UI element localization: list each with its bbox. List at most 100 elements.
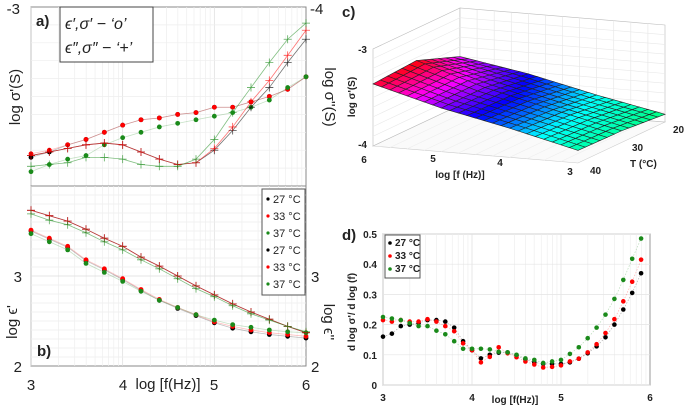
data-point-plus: [100, 153, 109, 162]
data-point: [285, 329, 291, 335]
data-point-plus: [118, 140, 127, 149]
data-point: [156, 115, 162, 121]
data-point: [211, 113, 217, 119]
data-point: [175, 305, 181, 310]
data-point-plus: [173, 162, 182, 171]
data-point: [540, 365, 546, 370]
data-point-plus: [228, 301, 237, 310]
legend-marker: [266, 214, 270, 218]
data-point: [434, 328, 439, 333]
data-point-plus: [247, 309, 255, 318]
data-point: [558, 363, 564, 368]
panel-b-xtick-6: 6: [302, 377, 310, 394]
data-point-plus: [247, 83, 255, 92]
data-point: [451, 325, 457, 330]
data-point-plus: [118, 245, 127, 254]
data-point: [532, 357, 537, 363]
panel-a-ylabel: log σ'(S): [7, 69, 24, 125]
data-point: [416, 323, 421, 329]
legend-marker: [388, 267, 392, 271]
data-point: [469, 346, 475, 352]
data-point-plus: [283, 322, 292, 331]
data-point: [193, 117, 199, 123]
data-point: [638, 257, 644, 262]
data-point: [523, 356, 528, 361]
panel-b-label: b): [37, 343, 51, 360]
surface-patch: [568, 144, 587, 151]
data-point: [425, 316, 430, 322]
data-point: [629, 290, 635, 296]
series-line: [30, 76, 307, 173]
panel-d-ytick: 0.4: [363, 260, 377, 271]
series-line: [30, 209, 307, 334]
data-point: [549, 364, 555, 370]
data-point-plus: [228, 122, 237, 131]
panel-b-ylabel-right: log ϵ'': [320, 304, 337, 341]
data-point: [101, 129, 107, 135]
data-point-plus: [283, 51, 292, 60]
grid-line: [372, 36, 666, 79]
data-point: [451, 328, 457, 334]
data-point-plus: [27, 162, 35, 171]
data-point: [558, 357, 564, 363]
panel-a-legend-box: [59, 6, 154, 63]
data-point-plus: [192, 155, 200, 164]
panel-d-legend: 27 °C 33 °C 37 °C: [384, 234, 421, 279]
data-point-plus: [45, 160, 54, 169]
data-point: [443, 319, 448, 324]
panel-c-xlabel: log [f (Hz)]: [435, 170, 484, 181]
data-point: [612, 296, 617, 302]
panel-b-xtick-4: 4: [119, 377, 127, 394]
data-point-plus: [63, 144, 72, 153]
legend-label: 27 °C: [395, 238, 420, 249]
data-point-plus: [100, 139, 109, 148]
panel-a-ylabel-right: log σ''(S): [321, 67, 338, 126]
series-line: [30, 229, 307, 337]
panel-d: 0 0.1 0.2 0.3 0.4 0.5 3 4 5 6: [363, 230, 653, 404]
data-point: [65, 247, 71, 253]
legend-marker: [266, 248, 270, 252]
data-point: [567, 351, 573, 357]
data-point-plus: [283, 35, 292, 44]
panel-c-label: c): [342, 4, 355, 21]
data-point: [303, 74, 309, 80]
data-point: [120, 135, 126, 141]
data-point-plus: [155, 264, 164, 273]
data-point: [83, 261, 89, 266]
legend-marker: [266, 231, 270, 235]
legend-label: 33 °C: [273, 211, 301, 223]
data-point-plus: [265, 58, 274, 67]
data-point: [138, 129, 144, 135]
legend-label: 33 °C: [273, 262, 301, 274]
data-point: [460, 346, 466, 352]
data-point: [211, 317, 217, 323]
data-point: [540, 360, 546, 366]
series-line: [30, 230, 307, 339]
data-point: [594, 325, 599, 330]
data-point: [603, 334, 608, 340]
data-point: [398, 317, 404, 323]
series-line: [30, 22, 307, 167]
data-point-plus: [27, 151, 35, 160]
data-point-plus: [302, 19, 310, 28]
series-line: [30, 76, 307, 155]
data-point: [193, 312, 199, 318]
data-point-plus: [173, 274, 182, 283]
panel-b-ytick-right-2: 2: [311, 359, 319, 376]
data-point: [496, 349, 502, 355]
data-point: [120, 279, 126, 284]
panel-c-ztick-bottom: -4: [358, 140, 367, 151]
data-point: [211, 104, 217, 110]
panel-b-legend: 27 °C 33 °C 37 °C 27 °C 33 °C 37 °C: [261, 188, 306, 296]
legend-label: 37 °C: [273, 279, 301, 291]
panel-c-xtick-3: 3: [567, 167, 573, 178]
data-point: [120, 122, 126, 128]
data-point: [629, 256, 635, 262]
data-point: [612, 316, 617, 322]
data-point: [230, 104, 236, 110]
data-point: [478, 356, 484, 361]
data-point: [549, 359, 555, 364]
data-point: [248, 324, 254, 330]
